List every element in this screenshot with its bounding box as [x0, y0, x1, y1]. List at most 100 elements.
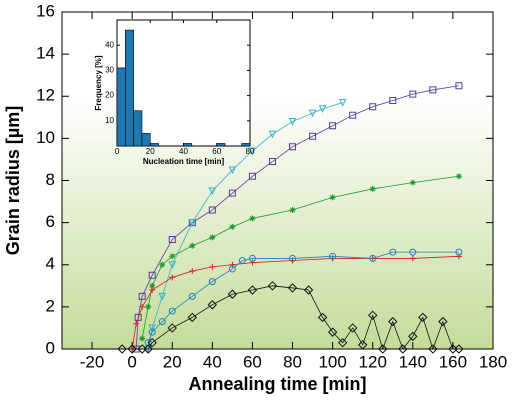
y-tick-label: 4	[46, 254, 55, 273]
marker	[349, 111, 357, 119]
marker	[455, 253, 462, 260]
y-tick-label: 40	[105, 40, 114, 49]
marker	[133, 320, 140, 327]
marker	[208, 206, 216, 214]
marker	[148, 328, 156, 336]
marker	[455, 248, 463, 256]
marker	[187, 312, 198, 323]
marker	[409, 90, 417, 98]
bar	[216, 143, 226, 147]
marker	[398, 344, 408, 354]
marker	[409, 179, 416, 186]
x-tick-label: 40	[203, 352, 222, 371]
y-tick-label: 8	[46, 170, 55, 189]
marker	[168, 307, 176, 315]
marker	[189, 242, 196, 249]
marker	[227, 289, 238, 299]
marker	[169, 274, 176, 281]
marker	[455, 173, 462, 180]
marker	[454, 344, 464, 354]
marker	[338, 99, 347, 107]
marker	[148, 271, 156, 279]
y-axis-label: Frequency [%]	[94, 55, 103, 110]
x-tick-label: 80	[246, 147, 255, 156]
marker	[168, 235, 176, 243]
series-line	[122, 285, 459, 351]
x-tick-label: 140	[399, 352, 427, 371]
marker	[209, 263, 216, 270]
marker	[249, 215, 256, 222]
marker	[329, 252, 337, 260]
y-tick-label: 2	[46, 296, 55, 315]
x-axis-label: Annealing time [min]	[188, 374, 366, 394]
marker	[329, 194, 336, 201]
marker	[248, 147, 257, 156]
marker	[144, 339, 152, 347]
marker	[418, 312, 428, 323]
series-line	[147, 102, 343, 350]
marker	[289, 206, 296, 213]
x-tick-label: 160	[439, 352, 467, 371]
marker	[287, 283, 298, 293]
marker	[167, 323, 177, 333]
bar	[133, 110, 143, 147]
marker	[149, 282, 156, 289]
marker	[369, 103, 377, 111]
marker	[208, 278, 216, 286]
marker	[229, 261, 236, 268]
marker	[378, 344, 388, 354]
x-tick-label: 20	[146, 147, 155, 156]
marker	[145, 303, 152, 310]
marker	[248, 255, 256, 262]
marker	[147, 337, 157, 348]
marker	[317, 312, 328, 323]
x-tick-label: 180	[479, 352, 507, 371]
marker	[388, 316, 398, 327]
marker	[247, 285, 258, 295]
marker	[158, 318, 166, 326]
marker	[389, 248, 397, 256]
marker	[318, 105, 327, 114]
marker	[408, 331, 418, 342]
marker	[149, 287, 156, 294]
marker	[238, 257, 246, 264]
y-tick-label: 16	[36, 1, 55, 20]
x-axis-label: Nucleation time [min]	[143, 157, 225, 166]
bar	[149, 143, 159, 147]
y-tick-label: 10	[36, 128, 55, 147]
marker	[369, 185, 376, 192]
y-tick-label: 6	[46, 212, 55, 231]
marker	[268, 158, 276, 166]
x-tick-label: 120	[359, 352, 387, 371]
marker	[438, 316, 448, 327]
marker	[347, 323, 358, 333]
marker	[248, 172, 256, 180]
marker	[143, 344, 153, 354]
marker	[289, 143, 297, 151]
series-line	[141, 175, 459, 339]
marker	[357, 340, 368, 350]
y-tick-label: 0	[46, 338, 55, 357]
y-tick-label: 20	[105, 91, 114, 100]
marker	[188, 219, 197, 227]
x-tick-label: 60	[212, 147, 221, 156]
marker	[288, 118, 297, 126]
marker	[455, 82, 463, 90]
bar	[183, 143, 193, 147]
bar	[116, 67, 126, 147]
marker	[139, 303, 146, 310]
x-tick-label: 100	[318, 352, 346, 371]
marker	[169, 253, 176, 260]
marker	[389, 96, 397, 104]
bar	[125, 29, 134, 147]
x-tick-label: 0	[127, 352, 136, 371]
marker	[188, 292, 196, 300]
marker	[409, 255, 416, 262]
main-chart: -20 0 20 40 60 80 100 120 140 160 1800246810121416…	[3, 1, 507, 393]
bar	[141, 133, 151, 147]
marker	[303, 285, 314, 295]
series-line	[147, 251, 459, 343]
marker	[308, 109, 317, 118]
